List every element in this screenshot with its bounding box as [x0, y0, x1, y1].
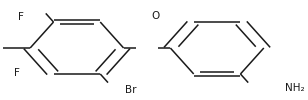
Text: Br: Br [125, 85, 137, 95]
Text: NH₂: NH₂ [285, 83, 305, 93]
Text: O: O [151, 11, 160, 21]
Text: F: F [18, 12, 23, 22]
Text: F: F [14, 68, 19, 78]
